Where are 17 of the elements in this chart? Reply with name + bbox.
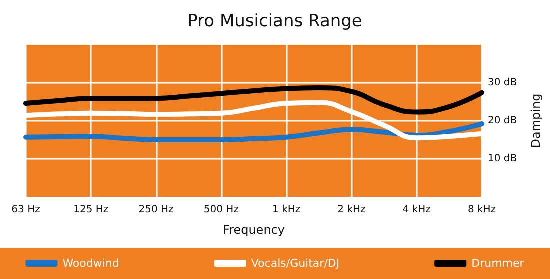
x-tick-label: 4 kHz: [402, 204, 431, 216]
x-axis-title: Frequency: [223, 223, 285, 237]
y-axis-title: Damping: [529, 94, 543, 148]
legend-label: Vocals/Guitar/DJ: [251, 257, 340, 270]
x-tick-label: 125 Hz: [74, 204, 109, 216]
legend-label: Drummer: [472, 257, 525, 270]
y-tick-label: 20 dB: [488, 116, 518, 126]
chart-title: Pro Musicians Range: [188, 12, 362, 32]
x-tick-label: 500 Hz: [204, 204, 239, 216]
y-tick-label: 10 dB: [488, 154, 518, 164]
x-tick-label: 63 Hz: [12, 204, 40, 216]
x-tick-label: 8 kHz: [468, 204, 496, 216]
x-tick-label: 2 kHz: [338, 204, 366, 216]
y-tick-label: 30 dB: [488, 78, 518, 88]
legend-label: Woodwind: [62, 257, 120, 270]
x-tick-label: 1 kHz: [272, 204, 301, 216]
x-tick-label: 250 Hz: [138, 204, 174, 216]
